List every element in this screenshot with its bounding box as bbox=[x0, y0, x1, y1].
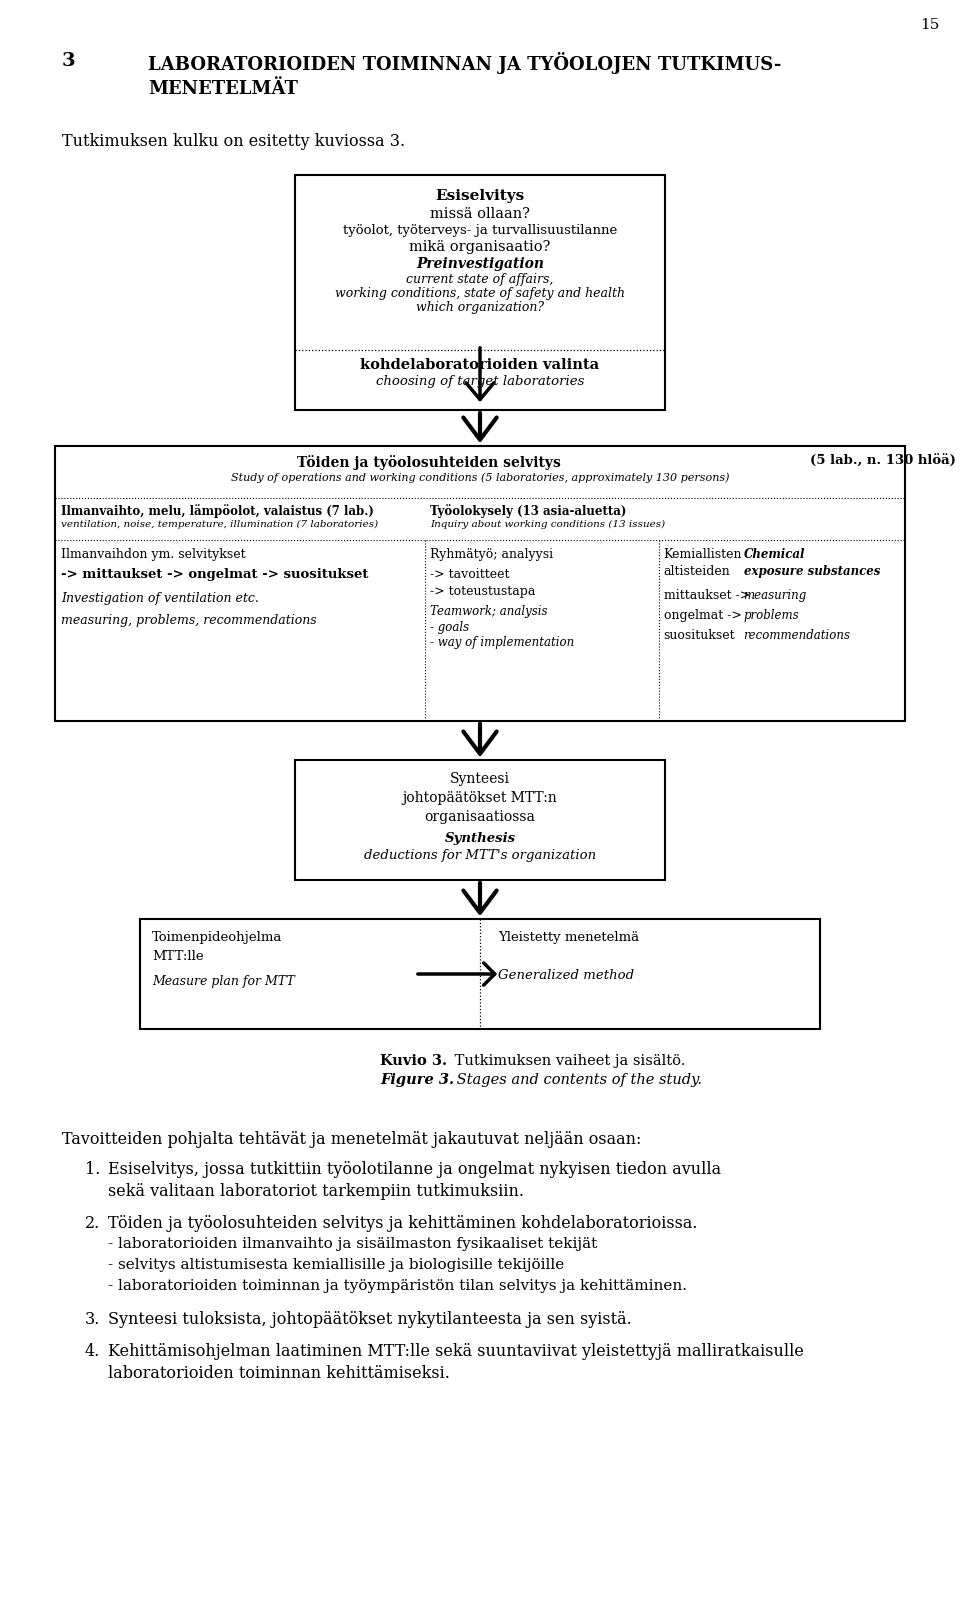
Text: Investigation of ventilation etc.: Investigation of ventilation etc. bbox=[61, 592, 259, 604]
Text: suositukset: suositukset bbox=[663, 628, 735, 643]
Text: -> toteustustapa: -> toteustustapa bbox=[430, 585, 535, 598]
Text: choosing of target laboratories: choosing of target laboratories bbox=[375, 376, 585, 389]
Text: 1.: 1. bbox=[85, 1161, 101, 1178]
Text: mittaukset ->: mittaukset -> bbox=[663, 588, 750, 601]
Text: recommendations: recommendations bbox=[743, 628, 851, 643]
Text: current state of affairs,: current state of affairs, bbox=[406, 273, 554, 286]
Text: - laboratorioiden toiminnan ja työympäristön tilan selvitys ja kehittäminen.: - laboratorioiden toiminnan ja työympäri… bbox=[108, 1279, 687, 1294]
Text: problems: problems bbox=[743, 609, 799, 622]
Text: - laboratorioiden ilmanvaihto ja sisäilmaston fysikaaliset tekijät: - laboratorioiden ilmanvaihto ja sisäilm… bbox=[108, 1238, 597, 1250]
Text: kohdelaboratorioiden valinta: kohdelaboratorioiden valinta bbox=[360, 358, 600, 373]
Text: mikä organisaatio?: mikä organisaatio? bbox=[409, 240, 551, 254]
Text: measuring, problems, recommendations: measuring, problems, recommendations bbox=[61, 614, 317, 627]
Bar bbox=[140, 919, 820, 1030]
Text: Generalized method: Generalized method bbox=[498, 969, 635, 982]
Bar bbox=[55, 446, 905, 721]
Text: exposure substances: exposure substances bbox=[743, 564, 880, 577]
Text: 2.: 2. bbox=[85, 1215, 100, 1231]
Text: 3: 3 bbox=[62, 53, 76, 70]
Text: laboratorioiden toiminnan kehittämiseksi.: laboratorioiden toiminnan kehittämiseksi… bbox=[108, 1366, 450, 1382]
Text: -> tavoitteet: -> tavoitteet bbox=[430, 568, 509, 580]
Text: deductions for MTT's organization: deductions for MTT's organization bbox=[364, 849, 596, 862]
Text: which organization?: which organization? bbox=[416, 301, 544, 313]
Text: Kemiallisten: Kemiallisten bbox=[663, 548, 742, 561]
Text: Kehittämisohjelman laatiminen MTT:lle sekä suuntaviivat yleistettyjä malliratkai: Kehittämisohjelman laatiminen MTT:lle se… bbox=[108, 1343, 804, 1361]
Text: MENETELMÄT: MENETELMÄT bbox=[148, 80, 298, 98]
Text: Tavoitteiden pohjalta tehtävät ja menetelmät jakautuvat neljään osaan:: Tavoitteiden pohjalta tehtävät ja menete… bbox=[62, 1130, 641, 1148]
Text: Synthesis: Synthesis bbox=[444, 831, 516, 844]
Text: Kuvio 3.: Kuvio 3. bbox=[380, 1054, 447, 1068]
Text: Synteesi: Synteesi bbox=[450, 772, 510, 787]
Text: (5 lab., n. 130 hlöä): (5 lab., n. 130 hlöä) bbox=[810, 456, 956, 469]
Text: sekä valitaan laboratoriot tarkempiin tutkimuksiin.: sekä valitaan laboratoriot tarkempiin tu… bbox=[108, 1183, 524, 1199]
Text: Työolokysely (13 asia-aluetta): Työolokysely (13 asia-aluetta) bbox=[430, 504, 626, 518]
Text: 3.: 3. bbox=[85, 1311, 101, 1329]
Bar bbox=[295, 174, 665, 409]
Text: - selvitys altistumisesta kemiallisille ja biologisille tekijöille: - selvitys altistumisesta kemiallisille … bbox=[108, 1258, 564, 1271]
Text: Ilmanvaihdon ym. selvitykset: Ilmanvaihdon ym. selvitykset bbox=[61, 548, 246, 561]
Text: Measure plan for MTT: Measure plan for MTT bbox=[152, 975, 295, 988]
Text: Preinvestigation: Preinvestigation bbox=[416, 257, 544, 270]
Text: - way of implementation: - way of implementation bbox=[430, 636, 574, 649]
Text: Töiden ja työolosuhteiden selvitys: Töiden ja työolosuhteiden selvitys bbox=[297, 456, 561, 470]
Bar bbox=[295, 760, 665, 879]
Text: -> mittaukset -> ongelmat -> suositukset: -> mittaukset -> ongelmat -> suositukset bbox=[61, 568, 369, 580]
Text: Teamwork; analysis: Teamwork; analysis bbox=[430, 604, 547, 617]
Text: organisaatiossa: organisaatiossa bbox=[424, 811, 536, 823]
Text: measuring: measuring bbox=[743, 588, 806, 601]
Text: Esiselvitys, jossa tutkittiin työolotilanne ja ongelmat nykyisen tiedon avulla: Esiselvitys, jossa tutkittiin työolotila… bbox=[108, 1161, 721, 1178]
Text: Esiselvitys: Esiselvitys bbox=[436, 189, 524, 203]
Text: Figure 3.: Figure 3. bbox=[380, 1073, 454, 1087]
Text: LABORATORIOIDEN TOIMINNAN JA TYÖOLOJEN TUTKIMUS-: LABORATORIOIDEN TOIMINNAN JA TYÖOLOJEN T… bbox=[148, 53, 781, 74]
Text: Inquiry about working conditions (13 issues): Inquiry about working conditions (13 iss… bbox=[430, 520, 665, 529]
Text: MTT:lle: MTT:lle bbox=[152, 950, 204, 963]
Text: Synteesi tuloksista, johtopäätökset nykytilanteesta ja sen syistä.: Synteesi tuloksista, johtopäätökset nyky… bbox=[108, 1311, 632, 1329]
Text: Ryhmätyö; analyysi: Ryhmätyö; analyysi bbox=[430, 548, 553, 561]
Text: Toimenpideohjelma: Toimenpideohjelma bbox=[152, 931, 282, 943]
Text: johtopäätökset MTT:n: johtopäätökset MTT:n bbox=[402, 792, 558, 804]
Text: työolot, työterveys- ja turvallisuustilanne: työolot, työterveys- ja turvallisuustila… bbox=[343, 224, 617, 237]
Text: altisteiden: altisteiden bbox=[663, 564, 731, 577]
Text: 15: 15 bbox=[920, 18, 940, 32]
Text: - goals: - goals bbox=[430, 620, 468, 633]
Text: Tutkimuksen kulku on esitetty kuviossa 3.: Tutkimuksen kulku on esitetty kuviossa 3… bbox=[62, 133, 405, 150]
Text: ventilation, noise, temperature, illumination (7 laboratories): ventilation, noise, temperature, illumin… bbox=[61, 520, 378, 529]
Text: missä ollaan?: missä ollaan? bbox=[430, 206, 530, 221]
Text: Töiden ja työolosuhteiden selvitys ja kehittäminen kohdelaboratorioissa.: Töiden ja työolosuhteiden selvitys ja ke… bbox=[108, 1215, 698, 1231]
Text: Ilmanvaihto, melu, lämpöolot, valaistus (7 lab.): Ilmanvaihto, melu, lämpöolot, valaistus … bbox=[61, 504, 373, 518]
Text: Study of operations and working conditions (5 laboratories, approximately 130 pe: Study of operations and working conditio… bbox=[230, 472, 730, 483]
Text: Chemical: Chemical bbox=[743, 548, 805, 561]
Text: ongelmat ->: ongelmat -> bbox=[663, 609, 741, 622]
Text: 4.: 4. bbox=[85, 1343, 100, 1361]
Text: Yleistetty menetelmä: Yleistetty menetelmä bbox=[498, 931, 639, 943]
Text: Stages and contents of the study.: Stages and contents of the study. bbox=[452, 1073, 702, 1087]
Text: working conditions, state of safety and health: working conditions, state of safety and … bbox=[335, 286, 625, 301]
Text: Tutkimuksen vaiheet ja sisältö.: Tutkimuksen vaiheet ja sisältö. bbox=[450, 1054, 685, 1068]
